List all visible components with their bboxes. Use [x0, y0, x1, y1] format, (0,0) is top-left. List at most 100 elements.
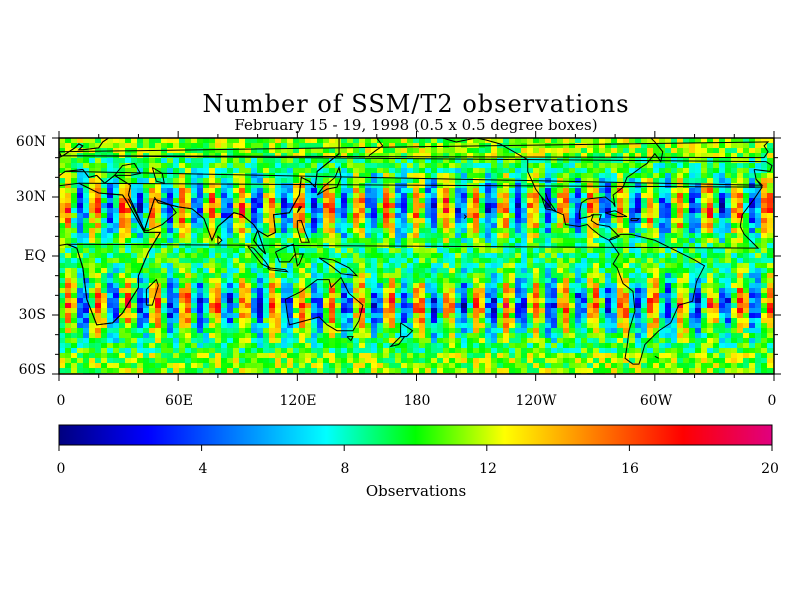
observation-cell — [83, 228, 90, 234]
observation-cell — [545, 218, 552, 224]
observation-cell — [449, 278, 456, 284]
observation-cell — [107, 233, 114, 239]
observation-cell — [509, 168, 516, 174]
observation-cell — [653, 333, 660, 339]
observation-cell — [299, 308, 306, 314]
observation-cell — [503, 163, 510, 169]
observation-cell — [755, 313, 762, 319]
observation-cell — [425, 323, 432, 329]
observation-cell — [329, 303, 336, 309]
observation-cell — [689, 183, 696, 189]
observation-cell — [587, 318, 594, 324]
observation-cell — [437, 303, 444, 309]
observation-cell — [281, 213, 288, 219]
observation-cell — [95, 223, 102, 229]
observation-cell — [89, 213, 96, 219]
observation-cell — [155, 318, 162, 324]
observation-cell — [749, 313, 756, 319]
observation-cell — [365, 288, 372, 294]
observation-cell — [191, 203, 198, 209]
observation-cell — [755, 298, 762, 304]
observation-cell — [641, 293, 648, 299]
observation-cell — [65, 258, 72, 264]
observation-cell — [239, 138, 246, 144]
observation-cell — [167, 238, 174, 244]
observation-cell — [467, 318, 474, 324]
observation-cell — [65, 238, 72, 244]
observation-cell — [725, 318, 732, 324]
observation-cell — [731, 183, 738, 189]
observation-cell — [239, 293, 246, 299]
observation-cell — [275, 298, 282, 304]
observation-cell — [197, 313, 204, 319]
observation-cell — [503, 258, 510, 264]
observation-cell — [335, 143, 342, 149]
observation-cell — [173, 223, 180, 229]
observation-cell — [245, 298, 252, 304]
observation-cell — [671, 268, 678, 274]
observation-cell — [185, 138, 192, 144]
observation-cell — [293, 253, 300, 259]
observation-cell — [593, 168, 600, 174]
observation-cell — [767, 208, 774, 214]
observation-cell — [437, 258, 444, 264]
observation-cell — [473, 233, 480, 239]
observation-cell — [443, 203, 450, 209]
observation-cell — [527, 198, 534, 204]
observation-cell — [257, 298, 264, 304]
observation-cell — [293, 328, 300, 334]
observation-cell — [359, 158, 366, 164]
observation-cell — [413, 208, 420, 214]
observation-cell — [365, 323, 372, 329]
observation-cell — [701, 228, 708, 234]
observation-cell — [761, 138, 768, 144]
observation-cell — [563, 288, 570, 294]
observation-cell — [197, 178, 204, 184]
observation-cell — [545, 208, 552, 214]
observation-cell — [449, 313, 456, 319]
observation-cell — [203, 183, 210, 189]
observation-cell — [95, 338, 102, 344]
observation-cell — [497, 138, 504, 144]
observation-cell — [257, 163, 264, 169]
observation-cell — [467, 343, 474, 349]
observation-cell — [83, 168, 90, 174]
observation-cell — [323, 153, 330, 159]
observation-cell — [431, 303, 438, 309]
observation-cell — [671, 303, 678, 309]
observation-cell — [209, 163, 216, 169]
observation-cell — [515, 153, 522, 159]
observation-cell — [461, 203, 468, 209]
observation-cell — [515, 203, 522, 209]
observation-cell — [563, 308, 570, 314]
observation-cell — [311, 178, 318, 184]
observation-cell — [719, 298, 726, 304]
observation-cell — [143, 248, 150, 254]
observation-cell — [59, 143, 66, 149]
observation-cell — [653, 303, 660, 309]
observation-cell — [179, 283, 186, 289]
observation-cell — [137, 138, 144, 144]
observation-cell — [623, 338, 630, 344]
observation-cell — [83, 148, 90, 154]
observation-cell — [761, 333, 768, 339]
observation-cell — [719, 223, 726, 229]
observation-cell — [743, 238, 750, 244]
observation-cell — [725, 243, 732, 249]
observation-cell — [599, 153, 606, 159]
observation-cell — [425, 203, 432, 209]
observation-cell — [269, 233, 276, 239]
observation-cell — [395, 328, 402, 334]
observation-cell — [683, 328, 690, 334]
observation-cell — [215, 203, 222, 209]
observation-cell — [95, 303, 102, 309]
observation-cell — [89, 308, 96, 314]
observation-cell — [155, 303, 162, 309]
observation-cell — [731, 248, 738, 254]
observation-cell — [107, 163, 114, 169]
observation-cell — [629, 273, 636, 279]
observation-cell — [239, 298, 246, 304]
observation-cell — [233, 158, 240, 164]
observation-cell — [83, 278, 90, 284]
observation-cell — [491, 248, 498, 254]
